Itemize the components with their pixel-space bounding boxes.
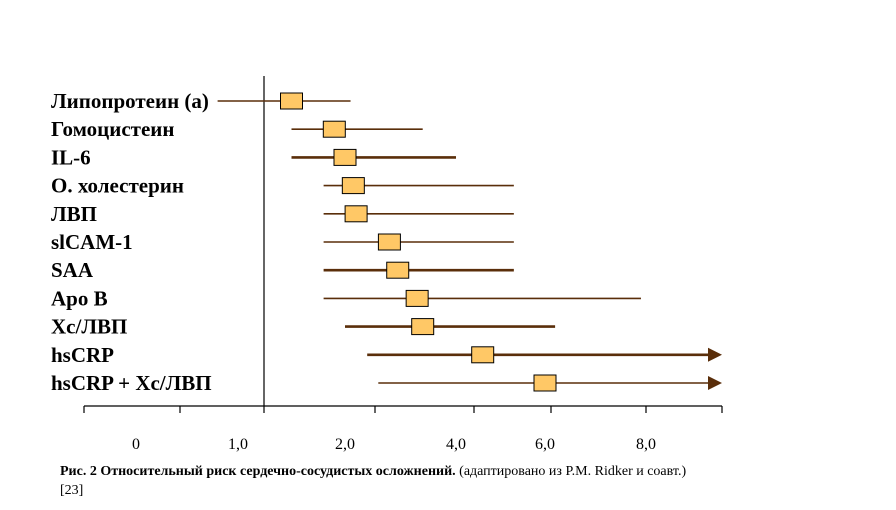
row-label: Хс/ЛВП (51, 315, 127, 339)
estimate-box (333, 148, 357, 166)
figure-caption: Рис. 2 Относительный риск сердечно-сосуд… (60, 462, 700, 500)
row-label: Липопротеин (а) (51, 89, 209, 113)
estimate-box (341, 177, 365, 195)
row-label: SAA (51, 258, 94, 282)
estimate-box (280, 92, 303, 110)
estimate-box (386, 261, 410, 279)
caption-bold: Рис. 2 Относительный риск сердечно-сосуд… (60, 464, 456, 479)
row-label: Гомоцистеин (51, 117, 175, 141)
estimate-box (377, 233, 401, 251)
estimate-box (471, 346, 495, 364)
row-label: О. холестерин (51, 174, 184, 198)
forest-plot: 0 1,0 2,0 4,0 6,0 8,0 Липопротеин (а) Гомоцист… (51, 76, 723, 453)
x-tick-label: 4,0 (446, 436, 466, 453)
caption-normal: (адаптировано из P.M. Ridker и соавт.) [… (60, 464, 687, 498)
row-label: IL-6 (51, 145, 91, 169)
row-label: Apo B (51, 286, 108, 310)
x-tick-label: 8,0 (636, 436, 656, 453)
row-label: slCAM-1 (51, 230, 133, 254)
estimate-box (405, 289, 429, 307)
x-tick-label: 2,0 (335, 436, 355, 453)
row-label: hsCRP + Хс/ЛВП (51, 371, 212, 395)
x-tick-label: 1,0 (228, 436, 248, 453)
ci-arrow (708, 347, 722, 362)
row-label: hsCRP (51, 343, 114, 367)
row-label: ЛВП (51, 202, 97, 226)
x-tick-label: 0 (132, 436, 140, 453)
estimate-box (411, 318, 435, 336)
ci-arrow (708, 376, 722, 390)
x-tick-label: 6,0 (535, 436, 555, 453)
estimate-box (322, 120, 346, 138)
estimate-box (344, 205, 368, 223)
estimate-box (533, 374, 557, 392)
